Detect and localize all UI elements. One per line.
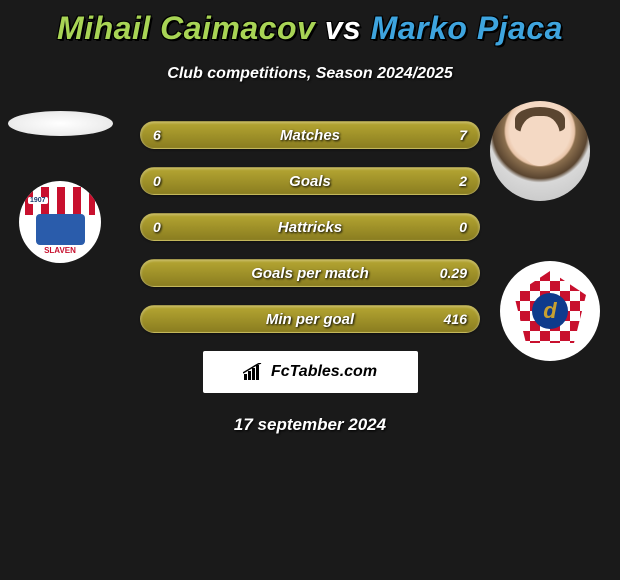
slaven-crest — [36, 214, 85, 246]
stat-row-hattricks: 0 Hattricks 0 — [140, 213, 480, 241]
stat-label: Goals — [289, 173, 331, 190]
player1-club-logo: 1907 SLAVEN — [19, 181, 101, 263]
player2-club-logo: d — [500, 261, 600, 361]
vs-text: vs — [325, 10, 362, 46]
brand-box[interactable]: FcTables.com — [203, 351, 418, 393]
dinamo-letter: d — [532, 293, 568, 329]
stat-label: Goals per match — [251, 265, 369, 282]
brand-text: FcTables.com — [271, 363, 377, 381]
stats-bars: 6 Matches 7 0 Goals 2 0 Hattricks 0 Goal… — [140, 121, 480, 333]
stat-row-min-per-goal: Min per goal 416 — [140, 305, 480, 333]
stat-row-goals-per-match: Goals per match 0.29 — [140, 259, 480, 287]
stat-row-goals: 0 Goals 2 — [140, 167, 480, 195]
stat-right-value: 416 — [444, 311, 467, 327]
stat-label: Hattricks — [278, 219, 342, 236]
stat-right-value: 0 — [459, 219, 467, 235]
player1-name: Mihail Caimacov — [57, 10, 315, 46]
date-text: 17 september 2024 — [0, 415, 620, 435]
stat-left-value: 0 — [153, 219, 161, 235]
avatar-face — [520, 116, 560, 166]
chart-icon — [243, 363, 265, 381]
stat-right-value: 2 — [459, 173, 467, 189]
slaven-name: SLAVEN — [25, 246, 95, 255]
subtitle: Club competitions, Season 2024/2025 — [0, 65, 620, 83]
stat-left-value: 6 — [153, 127, 161, 143]
comparison-title: Mihail Caimacov vs Marko Pjaca — [0, 0, 620, 47]
stat-label: Matches — [280, 127, 340, 144]
player2-name: Marko Pjaca — [371, 10, 563, 46]
stat-left-value: 0 — [153, 173, 161, 189]
stat-right-value: 7 — [459, 127, 467, 143]
player2-avatar — [490, 101, 590, 201]
stat-right-value: 0.29 — [440, 265, 467, 281]
player1-avatar — [8, 111, 113, 136]
content-area: 1907 SLAVEN d 6 Matches 7 0 Goals 2 0 Ha… — [0, 121, 620, 435]
slaven-year: 1907 — [28, 197, 48, 204]
slaven-logo: 1907 SLAVEN — [25, 187, 95, 257]
stat-label: Min per goal — [266, 311, 354, 328]
dinamo-logo: d — [510, 271, 590, 351]
stat-row-matches: 6 Matches 7 — [140, 121, 480, 149]
